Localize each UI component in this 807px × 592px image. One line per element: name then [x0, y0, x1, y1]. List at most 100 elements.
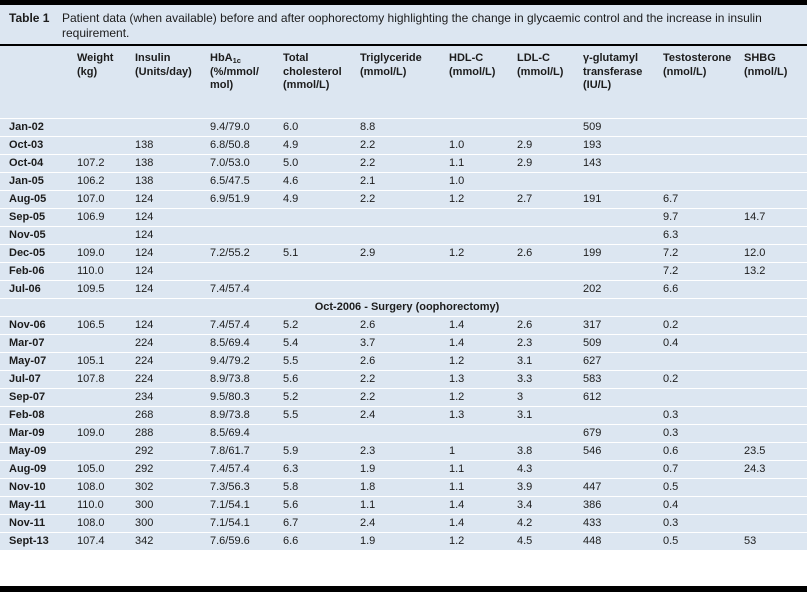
table-row: Aug-09 105.0 292 7.4/57.4 6.3 1.9 1.1 4.3 0.7 24.… [0, 460, 807, 479]
table-row: Aug-05 107.0 124 6.9/51.9 4.9 2.2 1.2 2.7 191 6.7 [0, 190, 807, 209]
row-date: Nov-06 [0, 316, 77, 335]
cell-shbg [744, 478, 807, 497]
row-date: May-09 [0, 442, 77, 461]
cell-testosterone: 7.2 [663, 244, 744, 263]
cell-weight: 107.2 [77, 154, 135, 173]
cell-ldl-c: 4.5 [517, 532, 583, 551]
cell-hdl-c: 1.2 [449, 244, 517, 263]
cell-ldl-c [517, 118, 583, 137]
cell-weight [77, 136, 135, 155]
cell-gamma-glutamyl-transferase: 202 [583, 280, 663, 299]
cell-hba1c: 7.4/57.4 [210, 316, 283, 335]
cell-total-cholesterol: 5.8 [283, 478, 360, 497]
cell-total-cholesterol: 6.6 [283, 532, 360, 551]
cell-hba1c: 7.0/53.0 [210, 154, 283, 173]
row-date: Jan-05 [0, 172, 77, 191]
cell-weight: 110.0 [77, 496, 135, 515]
cell-triglyceride: 8.8 [360, 118, 449, 137]
column-header-insulin: Insulin (Units/day) [135, 46, 210, 119]
row-date: May-11 [0, 496, 77, 515]
cell-insulin: 124 [135, 226, 210, 245]
cell-hba1c: 8.9/73.8 [210, 406, 283, 425]
row-date: Feb-06 [0, 262, 77, 281]
cell-hdl-c: 1 [449, 442, 517, 461]
cell-shbg [744, 352, 807, 371]
table-row: Jan-05 106.2 138 6.5/47.5 4.6 2.1 1.0 [0, 172, 807, 191]
cell-ldl-c: 2.7 [517, 190, 583, 209]
cell-total-cholesterol: 5.2 [283, 316, 360, 335]
cell-weight: 106.5 [77, 316, 135, 335]
cell-hdl-c [449, 118, 517, 137]
table-row: Nov-10 108.0 302 7.3/56.3 5.8 1.8 1.1 3.9 447 0.5 [0, 478, 807, 497]
row-date: Sept-13 [0, 532, 77, 551]
cell-shbg [744, 334, 807, 353]
cell-shbg [744, 370, 807, 389]
cell-total-cholesterol: 5.5 [283, 352, 360, 371]
cell-hba1c: 9.5/80.3 [210, 388, 283, 407]
cell-hdl-c: 1.1 [449, 154, 517, 173]
cell-gamma-glutamyl-transferase: 199 [583, 244, 663, 263]
cell-insulin: 224 [135, 370, 210, 389]
row-date: Aug-05 [0, 190, 77, 209]
cell-testosterone: 0.2 [663, 316, 744, 335]
cell-total-cholesterol [283, 226, 360, 245]
cell-testosterone: 0.7 [663, 460, 744, 479]
cell-hba1c: 7.2/55.2 [210, 244, 283, 263]
cell-insulin: 124 [135, 190, 210, 209]
cell-hdl-c: 1.2 [449, 190, 517, 209]
cell-hdl-c [449, 424, 517, 443]
cell-weight: 109.0 [77, 424, 135, 443]
cell-hdl-c [449, 208, 517, 227]
cell-triglyceride: 1.1 [360, 496, 449, 515]
row-date: Jul-07 [0, 370, 77, 389]
cell-hdl-c [449, 280, 517, 299]
cell-weight: 106.9 [77, 208, 135, 227]
cell-testosterone: 0.3 [663, 406, 744, 425]
patient-data-table: Weight (kg) Insulin (Units/day) HbA1c (%/mmol… [0, 46, 807, 551]
cell-shbg [744, 190, 807, 209]
table-row: Mar-09 109.0 288 8.5/69.4 679 0.3 [0, 424, 807, 443]
cell-insulin: 124 [135, 244, 210, 263]
cell-ldl-c: 4.3 [517, 460, 583, 479]
row-date: Sep-05 [0, 208, 77, 227]
cell-shbg: 23.5 [744, 442, 807, 461]
surgery-divider-row: Oct-2006 - Surgery (oophorectomy) [0, 298, 807, 317]
cell-shbg [744, 154, 807, 173]
table-row: Nov-05 124 6.3 [0, 226, 807, 245]
cell-shbg [744, 388, 807, 407]
cell-ldl-c [517, 280, 583, 299]
cell-triglyceride: 3.7 [360, 334, 449, 353]
cell-triglyceride: 1.8 [360, 478, 449, 497]
cell-ldl-c: 2.6 [517, 244, 583, 263]
cell-hdl-c [449, 226, 517, 245]
cell-shbg [744, 172, 807, 191]
table-row: Sep-05 106.9 124 9.7 14.7 [0, 208, 807, 227]
cell-shbg: 14.7 [744, 208, 807, 227]
cell-total-cholesterol: 5.1 [283, 244, 360, 263]
row-date: Nov-10 [0, 478, 77, 497]
cell-hba1c: 6.9/51.9 [210, 190, 283, 209]
cell-triglyceride: 1.9 [360, 460, 449, 479]
cell-total-cholesterol: 4.9 [283, 136, 360, 155]
cell-insulin: 300 [135, 514, 210, 533]
cell-gamma-glutamyl-transferase [583, 226, 663, 245]
cell-weight [77, 118, 135, 137]
cell-insulin: 138 [135, 136, 210, 155]
cell-gamma-glutamyl-transferase: 193 [583, 136, 663, 155]
cell-ldl-c: 3 [517, 388, 583, 407]
cell-hba1c: 6.8/50.8 [210, 136, 283, 155]
cell-testosterone [663, 136, 744, 155]
cell-gamma-glutamyl-transferase: 583 [583, 370, 663, 389]
cell-ldl-c: 3.1 [517, 352, 583, 371]
column-header-hdl-c: HDL-C (mmol/L) [449, 46, 517, 119]
cell-total-cholesterol: 5.2 [283, 388, 360, 407]
cell-hdl-c: 1.2 [449, 532, 517, 551]
cell-triglyceride [360, 280, 449, 299]
column-header-ldl-c: LDL-C (mmol/L) [517, 46, 583, 119]
cell-insulin [135, 118, 210, 137]
cell-triglyceride: 1.9 [360, 532, 449, 551]
cell-testosterone: 0.4 [663, 334, 744, 353]
cell-insulin: 342 [135, 532, 210, 551]
cell-ldl-c: 3.9 [517, 478, 583, 497]
